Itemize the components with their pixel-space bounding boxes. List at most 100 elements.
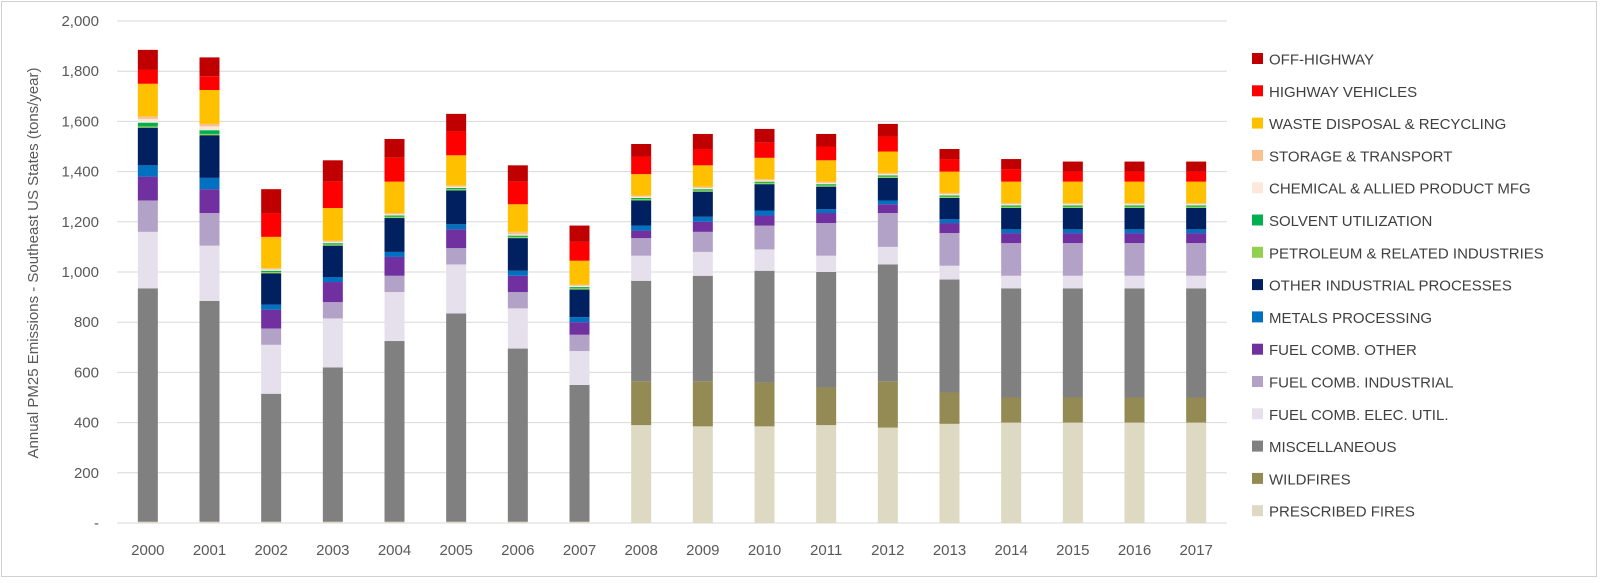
bar-segment <box>322 302 343 319</box>
bar-segment <box>199 213 220 246</box>
bar-segment <box>1124 205 1145 207</box>
x-tick-label: 2007 <box>563 542 596 559</box>
y-tick-label: 1,600 <box>61 113 99 130</box>
y-tick-label: 1,200 <box>61 214 99 231</box>
bar-segment <box>754 157 775 180</box>
bar-segment <box>261 309 282 329</box>
bar-segment <box>1124 229 1145 234</box>
x-tick-label: 2014 <box>994 542 1027 559</box>
bar-segment <box>507 308 528 349</box>
bar-segment <box>322 240 343 242</box>
bar-segment <box>754 128 775 143</box>
bar-segment <box>137 165 158 177</box>
bar-segment <box>754 225 775 250</box>
bar-segment <box>199 126 220 131</box>
bar-segment <box>631 156 652 175</box>
bar-segment <box>322 207 343 241</box>
bar-segment <box>1062 243 1083 276</box>
bar-segment <box>1186 204 1207 206</box>
bar-segment <box>1186 229 1207 234</box>
bar-segment <box>877 264 898 382</box>
x-tick-label: 2012 <box>871 542 904 559</box>
bar-segment <box>261 393 282 522</box>
bar-segment <box>631 195 652 197</box>
bar-segment <box>692 275 713 382</box>
bar-segment <box>446 190 467 225</box>
bar-segment <box>569 288 590 290</box>
bar-segment <box>322 244 343 246</box>
bar-segment <box>1062 275 1083 289</box>
bar-segment <box>1062 204 1083 206</box>
bar-segment <box>446 186 467 188</box>
bar-segment <box>1062 288 1083 398</box>
bar-segment <box>322 241 343 244</box>
bar-segment <box>322 521 343 523</box>
legend-swatch <box>1252 440 1263 452</box>
bar-segment <box>384 215 405 217</box>
bar-segment <box>1186 202 1207 205</box>
bar-segment <box>754 179 775 181</box>
bar-segment <box>939 233 960 266</box>
bar-segment <box>569 521 590 523</box>
legend-swatch <box>1252 214 1263 226</box>
bar-segment <box>754 270 775 383</box>
bar-segment <box>199 300 220 522</box>
bar-segment <box>816 223 837 256</box>
bar-segment <box>1062 205 1083 207</box>
bar-segment <box>692 191 713 217</box>
bar-segment <box>1124 233 1145 244</box>
bar-segment <box>877 174 898 176</box>
bar-segment <box>1124 243 1145 276</box>
bar-segment <box>446 224 467 230</box>
bar-segment <box>1001 202 1022 205</box>
bar-segment <box>569 334 590 352</box>
bar-segment <box>1186 205 1207 207</box>
bar-segment <box>569 285 590 288</box>
bar-segment <box>816 425 837 523</box>
bar-segment <box>754 181 775 183</box>
bar-segment <box>1001 288 1022 398</box>
bar-segment <box>816 146 837 161</box>
bar-segment <box>1001 159 1022 170</box>
bar-segment <box>507 292 528 309</box>
bar-segment <box>692 221 713 232</box>
bar-segment <box>446 185 467 187</box>
legend-label: CHEMICAL & ALLIED PRODUCT MFG <box>1269 181 1531 198</box>
bar-segment <box>137 200 158 232</box>
bar-segment <box>692 187 713 190</box>
bar-segment <box>384 275 405 293</box>
x-tick-label: 2002 <box>254 542 287 559</box>
bar-segment <box>939 265 960 280</box>
bar-segment <box>816 181 837 183</box>
bar-segment <box>877 246 898 265</box>
y-tick-label: 400 <box>74 415 99 432</box>
y-tick-label: 1,000 <box>61 264 99 281</box>
bar-segment <box>1124 204 1145 206</box>
bar-segment <box>1001 243 1022 276</box>
bar-segment <box>507 235 528 237</box>
bar-segment <box>199 130 220 134</box>
bar-segment <box>322 243 343 245</box>
bar-segment <box>507 181 528 205</box>
bar-segment <box>816 272 837 388</box>
y-tick-label: 1,800 <box>61 63 99 80</box>
bar-segment <box>384 521 405 523</box>
legend-label: METALS PROCESSING <box>1269 310 1432 327</box>
bar-segment <box>261 236 282 269</box>
legend-label: WILDFIRES <box>1269 471 1351 488</box>
bar-segment <box>507 521 528 523</box>
bar-segment <box>1124 422 1145 523</box>
bar-segment <box>939 279 960 393</box>
bar-segment <box>261 272 282 274</box>
bar-segment <box>199 177 220 190</box>
bar-segment <box>446 187 467 190</box>
bar-segment <box>1124 161 1145 172</box>
bar-segment <box>877 175 898 177</box>
bar-segment <box>569 260 590 285</box>
y-tick-label: 200 <box>74 465 99 482</box>
bar-segment <box>1062 202 1083 205</box>
bar-segment <box>1001 169 1022 182</box>
bar-segment <box>446 189 467 191</box>
bar-segment <box>631 255 652 281</box>
bar-segment <box>692 149 713 166</box>
